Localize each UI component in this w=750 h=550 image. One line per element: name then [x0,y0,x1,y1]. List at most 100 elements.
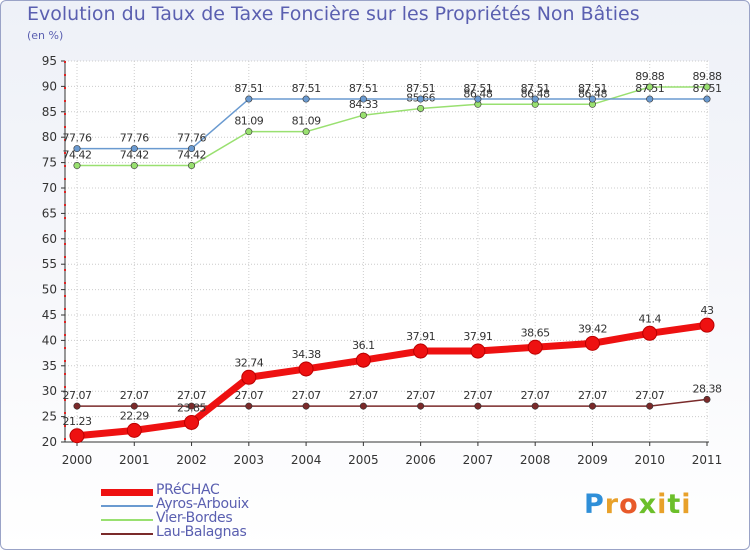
data-label-pr-chac: 38.65 [521,326,550,339]
point-ayros-arbouix [245,95,253,103]
data-label-lau-balagnas: 27.07 [406,389,435,402]
point-lau-balagnas [474,402,482,410]
data-label-vier-bordes: 89.88 [635,70,664,83]
logo-letter: i [657,489,668,520]
point-pr-chac [184,414,200,430]
point-vier-bordes [245,128,253,136]
point-lau-balagnas [359,402,367,410]
point-vier-bordes [417,104,425,112]
point-lau-balagnas [73,402,81,410]
legend-label-ayros-arbouix: Ayros-Arbouix [156,496,249,512]
data-label-pr-chac: 21.23 [63,415,92,428]
legend-swatch-vier-bordes [101,519,153,521]
point-ayros-arbouix [646,95,654,103]
data-label-lau-balagnas: 27.07 [349,389,378,402]
point-pr-chac [355,352,371,368]
point-vier-bordes [73,162,81,170]
y-tick-label: 45 [42,308,57,322]
y-tick-label: 90 [42,79,57,93]
point-lau-balagnas [245,402,253,410]
point-vier-bordes [646,83,654,91]
data-label-pr-chac: 36.1 [352,339,375,352]
data-label-ayros-arbouix: 87.51 [693,82,722,95]
data-label-pr-chac: 32.74 [234,356,263,369]
point-pr-chac [642,325,658,341]
point-pr-chac [298,361,314,377]
data-label-vier-bordes: 81.09 [234,115,263,128]
series-line-pr-chac [76,321,708,440]
x-tick-label: 2011 [692,453,723,467]
data-label-vier-bordes: 86.48 [578,87,607,100]
point-lau-balagnas [188,402,196,410]
y-tick-label: 40 [42,333,57,347]
point-ayros-arbouix [359,95,367,103]
y-tick-label: 30 [42,384,57,398]
data-label-vier-bordes: 86.48 [463,87,492,100]
point-pr-chac [413,343,429,359]
point-lau-balagnas [417,402,425,410]
logo-letter: o [619,489,639,520]
y-tick-label: 85 [42,105,57,119]
data-label-pr-chac: 39.42 [578,322,607,335]
data-label-vier-bordes: 74.42 [120,149,149,162]
y-tick-label: 65 [42,206,57,220]
data-label-ayros-arbouix: 87.51 [578,82,607,95]
logo-letter: P [584,489,605,520]
point-ayros-arbouix [188,145,196,153]
point-pr-chac [126,422,142,438]
data-label-pr-chac: 22.29 [120,409,149,422]
x-tick-label: 2001 [119,453,150,467]
point-pr-chac [241,369,257,385]
logo-letter: t [667,489,682,520]
data-label-lau-balagnas: 27.07 [578,389,607,402]
point-vier-bordes [302,128,310,136]
point-lau-balagnas [130,402,138,410]
data-label-ayros-arbouix: 87.51 [463,82,492,95]
data-label-ayros-arbouix: 87.51 [349,82,378,95]
x-tick-label: 2003 [234,453,265,467]
data-label-pr-chac: 37.91 [406,330,435,343]
point-pr-chac [527,339,543,355]
point-lau-balagnas [302,402,310,410]
legend-swatch-lau-balagnas [101,533,153,535]
data-label-ayros-arbouix: 87.51 [635,82,664,95]
legend-label-vier-bordes: Vier-Bordes [156,510,233,526]
legend-swatch-ayros-arbouix [101,505,153,507]
data-label-ayros-arbouix: 77.76 [177,132,206,145]
point-ayros-arbouix [417,95,425,103]
data-label-vier-bordes: 74.42 [177,149,206,162]
point-ayros-arbouix [73,145,81,153]
y-tick-label: 35 [42,359,57,373]
y-tick-label: 25 [42,410,57,424]
legend-swatch-pr-chac [101,488,153,496]
chart-title: Evolution du Taux de Taxe Foncière sur l… [27,3,640,25]
x-tick-label: 2000 [62,453,93,467]
logo-letter: r [604,489,620,520]
data-label-pr-chac: 23.85 [177,401,206,414]
point-pr-chac [584,335,600,351]
x-tick-label: 2007 [463,453,494,467]
plot-area [65,61,709,442]
data-label-lau-balagnas: 28.38 [693,382,722,395]
point-lau-balagnas [531,402,539,410]
point-lau-balagnas [703,395,711,403]
data-label-pr-chac: 41.4 [638,312,661,325]
data-label-ayros-arbouix: 87.51 [234,82,263,95]
point-pr-chac [69,428,85,444]
point-vier-bordes [188,162,196,170]
data-label-pr-chac: 37.91 [463,330,492,343]
point-vier-bordes [703,83,711,91]
point-ayros-arbouix [588,95,596,103]
data-label-lau-balagnas: 27.07 [234,389,263,402]
data-label-vier-bordes: 84.33 [349,98,378,111]
y-tick-label: 50 [42,283,57,297]
series-line-lau-balagnas [77,398,708,407]
series-line-vier-bordes [77,86,707,167]
data-label-lau-balagnas: 27.07 [463,389,492,402]
x-tick-label: 2005 [348,453,379,467]
legend-label-pr-chac: PRéCHAC [156,482,220,498]
data-label-lau-balagnas: 27.07 [177,389,206,402]
data-label-vier-bordes: 89.88 [693,70,722,83]
